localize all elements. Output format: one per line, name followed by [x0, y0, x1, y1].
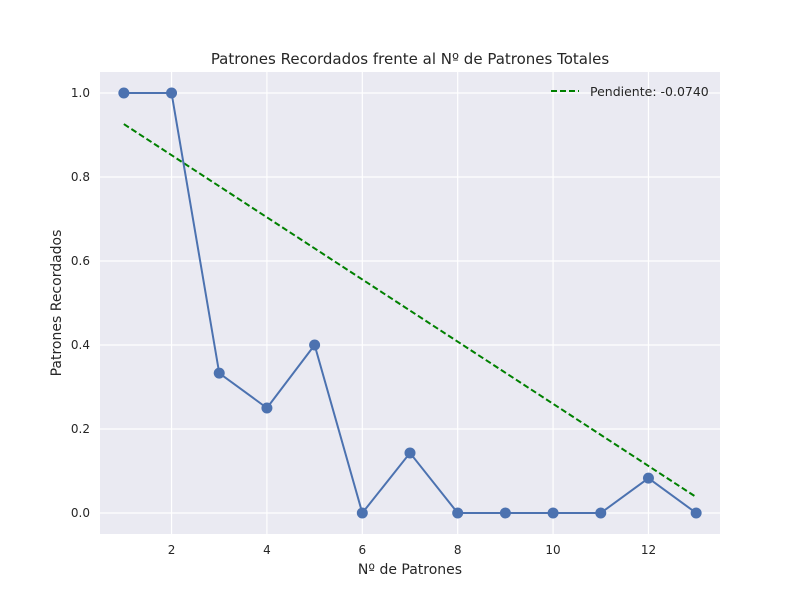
data-point: [118, 87, 130, 99]
data-point: [166, 87, 178, 99]
chart-title: Patrones Recordados frente al Nº de Patr…: [211, 50, 610, 68]
series-layer: [118, 87, 702, 519]
data-point: [452, 507, 464, 519]
data-point: [595, 507, 607, 519]
data-point: [309, 339, 321, 351]
y-tick-label: 0.8: [71, 170, 90, 184]
data-point: [690, 507, 702, 519]
x-tick-label: 4: [263, 543, 271, 557]
legend-label-trend: Pendiente: -0.0740: [590, 84, 709, 99]
data-point: [547, 507, 559, 519]
x-tick-label: 2: [168, 543, 176, 557]
tick-labels: 2 4 6 8 10 12 0.0 0.2 0.4 0.6 0.8 1.0: [71, 86, 656, 557]
y-tick-label: 0.6: [71, 254, 90, 268]
y-tick-label: 0.2: [71, 422, 90, 436]
y-tick-label: 0.4: [71, 338, 90, 352]
x-tick-label: 6: [358, 543, 366, 557]
legend: Pendiente: -0.0740: [551, 84, 709, 99]
y-tick-label: 1.0: [71, 86, 90, 100]
data-point: [356, 507, 368, 519]
x-axis-title: Nº de Patrones: [358, 562, 462, 578]
x-tick-label: 10: [545, 543, 560, 557]
y-tick-label: 0.0: [71, 506, 90, 520]
x-tick-label: 12: [641, 543, 656, 557]
data-point: [642, 472, 654, 484]
plot-background: [100, 72, 720, 534]
y-axis-title: Patrones Recordados: [49, 230, 65, 377]
x-tick-label: 8: [454, 543, 462, 557]
data-point: [213, 367, 225, 379]
data-point: [404, 447, 416, 459]
data-point: [261, 402, 273, 414]
data-point: [499, 507, 511, 519]
trend-line: [123, 123, 697, 498]
